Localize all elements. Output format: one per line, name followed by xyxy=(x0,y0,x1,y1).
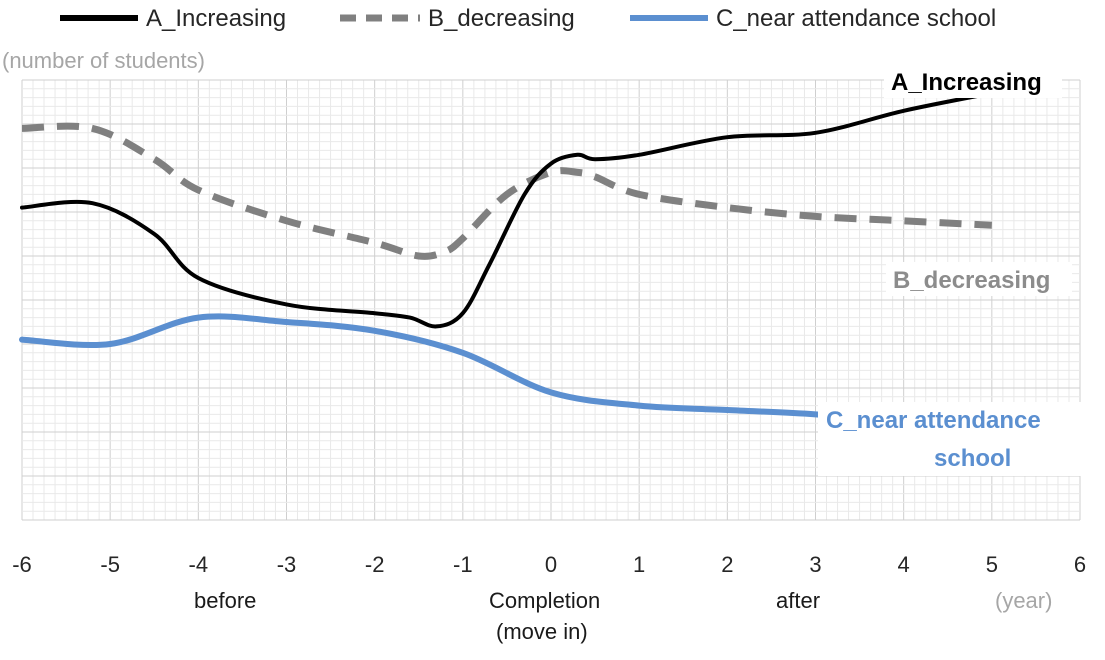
phase-label-after: after xyxy=(776,588,820,613)
x-tick-label: 0 xyxy=(545,552,557,577)
x-tick-label: -6 xyxy=(12,552,32,577)
x-tick-label: 3 xyxy=(809,552,821,577)
series-line-a-increasing xyxy=(20,91,994,329)
x-tick-label: -5 xyxy=(100,552,120,577)
annotation-a-increasing: A_Increasing xyxy=(891,69,1042,96)
annotation-a-background xyxy=(884,64,1062,98)
x-tick-label: 4 xyxy=(898,552,910,577)
x-tick-label: -3 xyxy=(277,552,297,577)
phase-label-before: before xyxy=(194,588,256,613)
annotation-b-decreasing: B_decreasing xyxy=(893,267,1050,294)
x-tick-labels: -6 -5 -4 -3 -2 -1 0 1 2 3 4 5 6 xyxy=(12,552,1086,577)
x-tick-label: 5 xyxy=(986,552,998,577)
legend-label-a: A_Increasing xyxy=(146,5,286,32)
x-tick-label: -4 xyxy=(189,552,209,577)
annotation-c-background xyxy=(818,402,1088,476)
legend: A_Increasing B_decreasing C_near attenda… xyxy=(60,5,996,32)
y-axis-label: (number of students) xyxy=(2,48,205,73)
x-axis-unit-label: (year) xyxy=(995,588,1052,613)
x-tick-label: -1 xyxy=(453,552,473,577)
x-tick-label: 1 xyxy=(633,552,645,577)
annotation-c-line1: C_near attendance xyxy=(826,407,1041,434)
phase-label-completion: Completion xyxy=(489,588,600,613)
x-tick-label: 2 xyxy=(721,552,733,577)
x-tick-label: -2 xyxy=(365,552,385,577)
annotation-b-background xyxy=(886,262,1072,296)
gridlines xyxy=(21,79,1081,521)
legend-label-b: B_decreasing xyxy=(428,5,575,32)
x-tick-label: 6 xyxy=(1074,552,1086,577)
legend-label-c: C_near attendance school xyxy=(716,5,996,32)
annotation-c-line2: school xyxy=(934,445,1011,472)
phase-label-move-in: (move in) xyxy=(496,619,588,644)
series-line-b-decreasing xyxy=(21,122,992,260)
